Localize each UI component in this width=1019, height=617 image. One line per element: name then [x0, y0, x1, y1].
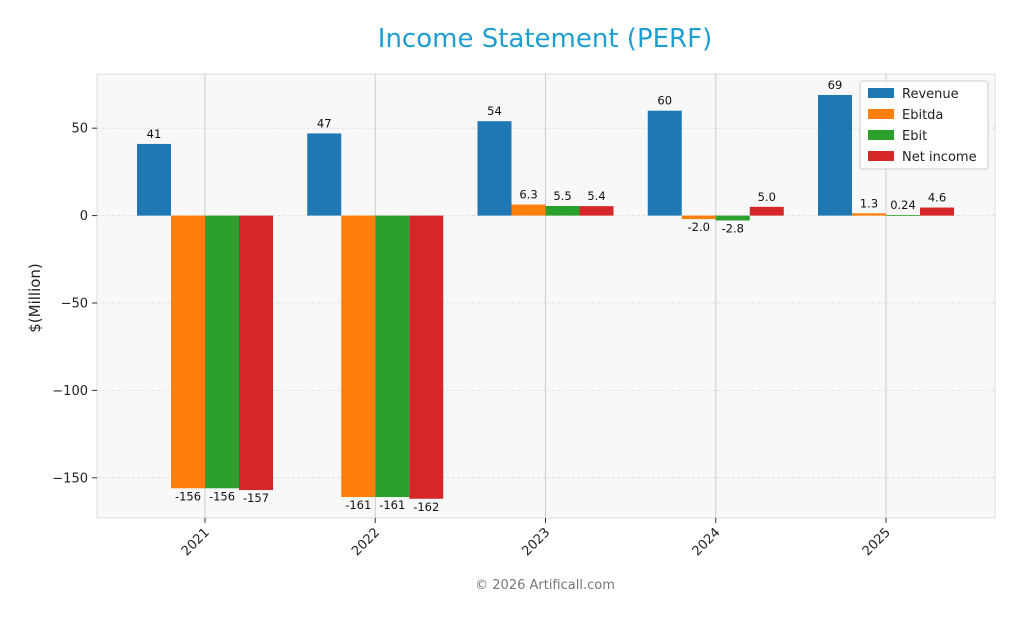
- bar-ebit: [545, 205, 580, 216]
- bar-net-income: [409, 215, 444, 499]
- bar-revenue: [647, 110, 682, 216]
- legend-label: Ebit: [902, 129, 927, 144]
- data-label: -161: [345, 498, 371, 512]
- data-label: 6.3: [519, 188, 537, 202]
- x-tick-label: 2024: [690, 525, 724, 559]
- y-tick-label: −50: [61, 296, 88, 311]
- bar-ebit: [886, 215, 920, 216]
- data-label: 47: [317, 116, 332, 130]
- x-tick-label: 2022: [349, 525, 383, 559]
- legend-label: Net income: [902, 150, 977, 165]
- data-label: 5.0: [758, 190, 776, 204]
- x-axis-ticks: 2021 2022 2023 2024 2025: [179, 518, 894, 559]
- bar-revenue: [818, 94, 852, 216]
- data-label: 5.5: [553, 189, 571, 203]
- chart-title: Income Statement (PERF): [378, 24, 712, 54]
- legend-label: Ebitda: [902, 108, 943, 123]
- data-label: 1.3: [860, 196, 878, 210]
- bar-revenue: [137, 143, 171, 216]
- legend-swatch: [868, 151, 894, 161]
- y-tick-label: 50: [71, 122, 88, 137]
- data-label: 60: [657, 94, 672, 108]
- data-label: 0.24: [890, 198, 916, 212]
- x-tick-label: 2025: [860, 525, 894, 559]
- x-tick-label: 2023: [519, 525, 553, 559]
- legend-label: Revenue: [902, 87, 959, 102]
- y-axis-label: $(Million): [26, 263, 44, 333]
- y-tick-label: 0: [80, 209, 88, 224]
- bars: [137, 94, 954, 499]
- bar-net-income: [579, 206, 614, 216]
- bar-ebitda: [511, 204, 546, 216]
- legend-swatch: [868, 88, 894, 98]
- data-label: -157: [243, 491, 269, 505]
- bar-ebitda: [681, 215, 716, 220]
- legend-box: [859, 80, 989, 170]
- data-label: 54: [487, 104, 502, 118]
- legend-swatch: [868, 130, 894, 140]
- bar-ebit: [205, 215, 239, 489]
- legend-swatch: [868, 109, 894, 119]
- x-tick-label: 2021: [179, 525, 213, 559]
- bar-ebitda: [341, 215, 376, 498]
- data-label: 4.6: [928, 191, 946, 205]
- data-label: 69: [828, 78, 843, 92]
- data-label: -2.8: [722, 221, 744, 235]
- data-label: -156: [209, 489, 235, 503]
- data-label: -156: [175, 489, 201, 503]
- data-label: -162: [413, 500, 439, 514]
- y-tick-label: −150: [52, 471, 88, 486]
- bar-revenue: [307, 133, 342, 216]
- y-axis-ticks: 50 0 −50 −100 −150: [52, 122, 97, 486]
- data-label: 5.4: [587, 189, 605, 203]
- data-label: 41: [147, 127, 162, 141]
- bar-ebit: [375, 215, 410, 498]
- bar-net-income: [749, 206, 784, 216]
- bar-ebitda: [171, 215, 205, 489]
- legend: Revenue Ebitda Ebit Net income: [859, 80, 989, 170]
- data-labels: 41 47 54 60 69 -156 -161 6.3 -2.0 1.3 -156 -161 5.5 -…: [147, 78, 946, 514]
- data-label: -161: [379, 498, 405, 512]
- bar-ebitda: [852, 213, 886, 216]
- copyright-footer: © 2026 Artificall.com: [475, 578, 615, 593]
- bar-net-income: [920, 207, 954, 216]
- bar-ebit: [715, 215, 750, 221]
- data-label: -2.0: [688, 220, 710, 234]
- bar-net-income: [239, 215, 273, 491]
- y-tick-label: −100: [52, 384, 88, 399]
- bar-revenue: [477, 121, 512, 216]
